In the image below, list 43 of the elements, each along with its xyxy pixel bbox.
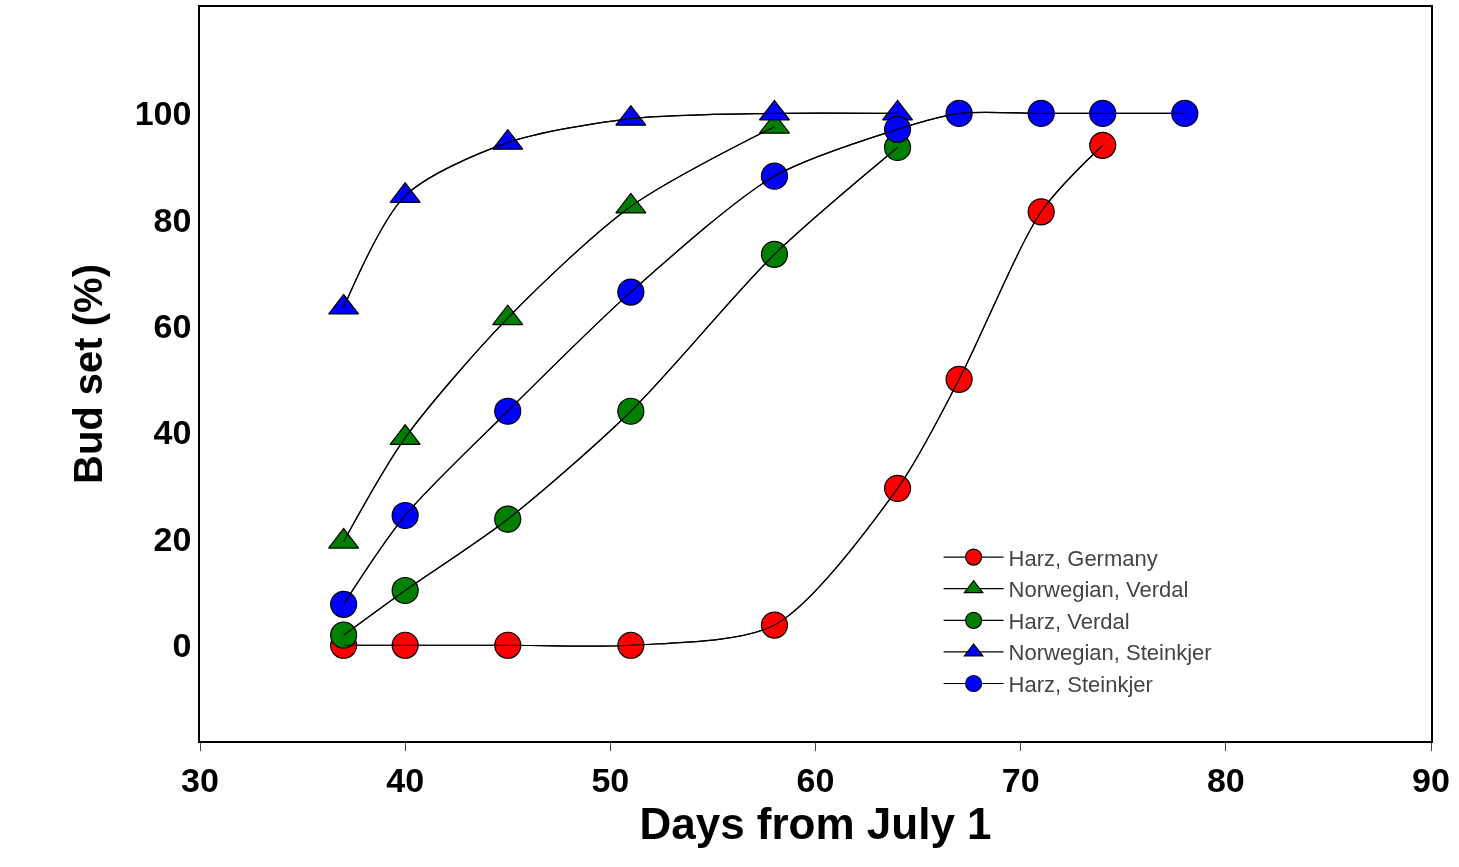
point [494, 397, 522, 425]
point [883, 115, 912, 143]
point [494, 631, 522, 659]
point [760, 162, 789, 190]
point [330, 621, 358, 649]
point [1089, 131, 1117, 159]
point [391, 576, 419, 605]
y-tick-label: 20 [153, 519, 192, 558]
legend-label: Harz, Steinkjer [1008, 672, 1153, 698]
legend-label: Harz, Verdal [1008, 608, 1130, 634]
y-tick-label: 100 [134, 94, 192, 133]
x-tick-label: 60 [796, 760, 835, 799]
point [494, 505, 522, 533]
y-tick-label: 60 [153, 307, 192, 346]
point [945, 99, 973, 127]
point [1089, 99, 1117, 127]
y-tick-label: 80 [153, 200, 192, 239]
x-tick-label: 30 [181, 760, 219, 799]
y-tick-label: 40 [153, 413, 192, 452]
point [1171, 99, 1199, 127]
legend-label: Norwegian, Steinkjer [1008, 640, 1212, 666]
point [330, 590, 358, 618]
point [945, 365, 973, 393]
point [617, 631, 645, 659]
point [617, 278, 645, 306]
point [1027, 198, 1055, 226]
x-axis-title: Days from July 1 [639, 798, 992, 848]
point [391, 501, 419, 530]
legend-label: Harz, Germany [1008, 545, 1158, 571]
point [883, 474, 912, 502]
point [617, 397, 645, 425]
x-tick-label: 50 [591, 760, 630, 799]
y-tick-label: 0 [172, 626, 192, 665]
point [760, 240, 789, 268]
x-tick-label: 40 [386, 760, 425, 799]
legend-label: Norwegian, Verdal [1008, 577, 1189, 603]
point [391, 631, 419, 659]
y-axis-title: Bud set (%) [65, 264, 110, 484]
x-tick-label: 90 [1412, 760, 1450, 799]
point [1027, 99, 1055, 127]
point [760, 611, 789, 639]
x-tick-label: 70 [1001, 760, 1040, 799]
x-tick-label: 80 [1206, 760, 1245, 799]
